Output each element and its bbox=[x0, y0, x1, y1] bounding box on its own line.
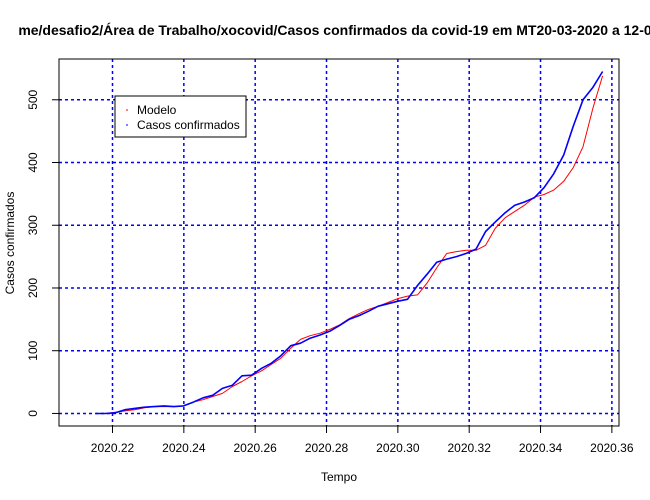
x-tick-label-6: 2020.34 bbox=[519, 441, 563, 455]
x-tick-label-7: 2020.36 bbox=[590, 441, 634, 455]
chart-title: me/desafio2/Área de Trabalho/xocovid/Cas… bbox=[18, 22, 650, 38]
y-axis-label: Casos confirmados bbox=[3, 192, 17, 295]
x-tick-label-5: 2020.32 bbox=[447, 441, 491, 455]
y-tick-label-0: 0 bbox=[26, 410, 40, 417]
legend: Modelo Casos confirmados bbox=[114, 95, 247, 138]
legend-label-casos: Casos confirmados bbox=[137, 118, 240, 132]
y-tick-label-5: 500 bbox=[26, 89, 40, 109]
x-axis-label: Tempo bbox=[321, 470, 357, 484]
y-tick-label-1: 100 bbox=[26, 340, 40, 360]
series-layer bbox=[95, 71, 604, 415]
y-tick-label-4: 400 bbox=[26, 152, 40, 172]
y-tick-label-2: 200 bbox=[26, 278, 40, 298]
series-line-1 bbox=[95, 71, 604, 415]
x-tick-label-2: 2020.26 bbox=[233, 441, 277, 455]
legend-label-modelo: Modelo bbox=[137, 103, 177, 117]
axis-layer: 2020.22 2020.24 2020.26 2020.28 2020.30 2020.… bbox=[26, 89, 634, 455]
y-tick-label-3: 300 bbox=[26, 215, 40, 235]
x-tick-label-0: 2020.22 bbox=[91, 441, 135, 455]
x-tick-label-1: 2020.24 bbox=[162, 441, 206, 455]
x-tick-label-3: 2020.28 bbox=[305, 441, 349, 455]
x-tick-label-4: 2020.30 bbox=[376, 441, 420, 455]
legend-box bbox=[114, 95, 247, 138]
